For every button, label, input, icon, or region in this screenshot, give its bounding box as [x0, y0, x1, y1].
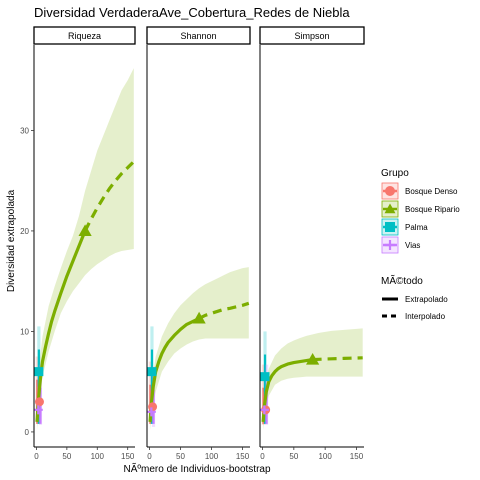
confidence-ribbon-bosque-ripario [37, 68, 134, 430]
legend-key-bosque-ripario [381, 200, 399, 218]
strip-label: Shannon [180, 31, 216, 41]
x-tick-label: 0 [260, 452, 265, 461]
point-palma [147, 367, 157, 377]
panel-riqueza: Riqueza 0 50 100 150 0 10 20 30 [20, 26, 136, 461]
x-tick-label: 100 [91, 452, 105, 461]
point-palma [260, 372, 270, 382]
legend-label: Extrapolado [405, 295, 448, 304]
x-tick-label: 50 [62, 452, 71, 461]
strip-label: Riqueza [68, 31, 101, 41]
panel-simpson: Simpson 0 50 100 150 [259, 26, 365, 461]
y-tick-label: 0 [25, 428, 30, 437]
x-tick-label: 100 [205, 452, 219, 461]
panel-shannon: Shannon 0 50 100 150 [146, 26, 251, 461]
x-tick-label: 150 [236, 452, 250, 461]
x-tick-label: 150 [350, 452, 364, 461]
strip-box [259, 26, 365, 45]
point-vias [34, 405, 43, 415]
legend-key-bosque-denso [381, 182, 399, 200]
legend-label: Vias [405, 241, 420, 250]
point-bosque-ripario-observed [192, 311, 206, 324]
x-tick-label: 150 [121, 452, 135, 461]
x-tick-label: 0 [34, 452, 39, 461]
strip-box [33, 26, 136, 45]
y-tick-label: 30 [20, 126, 29, 135]
legend-label: Bosque Denso [405, 187, 458, 196]
curve-interpolado-bosque-ripario [35, 230, 87, 423]
legend-key-palma [381, 218, 399, 236]
legend-label: Palma [405, 223, 428, 232]
legend-label: Interpolado [405, 312, 446, 321]
strip-label: Simpson [294, 31, 329, 41]
legend-key-marker [384, 203, 396, 214]
legend-key-marker [385, 240, 395, 250]
legend: Grupo Bosque Denso Bosque Ripario Palma Vias… [381, 168, 460, 321]
point-vias [147, 407, 156, 417]
curve-extrapolado-bosque-ripario [83, 160, 135, 232]
curve-interpolado-bosque-ripario [261, 358, 313, 423]
chart-title: Diversidad VerdaderaAve_Cobertura_Redes … [34, 5, 350, 20]
point-vias [260, 405, 269, 415]
x-axis-title: NÃºmero de Individuos-bootstrap [123, 462, 270, 475]
curve-extrapolado-bosque-ripario [312, 356, 363, 362]
x-tick-label: 100 [318, 452, 332, 461]
legend-key-marker [385, 222, 395, 232]
x-tick-label: 50 [289, 452, 298, 461]
confidence-ribbon-bosque-ripario [263, 328, 363, 430]
panel-plot-area [34, 68, 135, 430]
x-tick-label: 50 [176, 452, 185, 461]
y-axis-title: Diversidad extrapolada [6, 189, 17, 292]
legend-title-metodo: MÃ©todo [381, 274, 423, 287]
point-palma [34, 367, 44, 377]
legend-key-marker [385, 186, 395, 196]
strip-box [146, 26, 251, 45]
legend-key-vias [381, 236, 399, 254]
curve-interpolado-bosque-ripario [148, 316, 200, 423]
panel-plot-area [260, 328, 363, 430]
point-bosque-denso [34, 397, 44, 407]
y-tick-label: 20 [20, 227, 29, 236]
y-tick-label: 10 [20, 327, 29, 336]
confidence-ribbon-bosque-ripario [150, 267, 249, 430]
panel-plot-area [147, 267, 250, 430]
point-bosque-denso [148, 402, 158, 412]
legend-title-grupo: Grupo [381, 168, 409, 179]
point-bosque-ripario-observed [306, 352, 320, 365]
point-bosque-ripario-observed [78, 224, 92, 237]
legend-label: Bosque Ripario [405, 205, 460, 214]
x-tick-label: 0 [147, 452, 152, 461]
